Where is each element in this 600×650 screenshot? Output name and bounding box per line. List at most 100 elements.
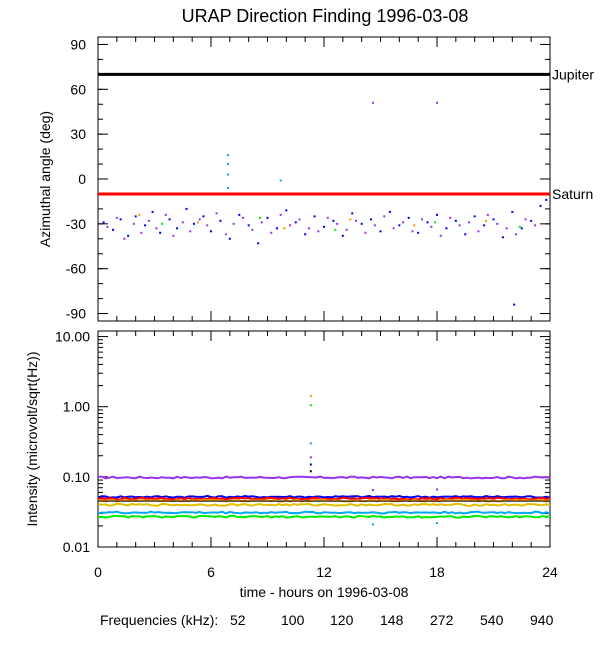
azimuth-point [484,219,487,222]
azimuth-point [379,230,382,233]
azimuth-point [483,224,486,227]
azimuth-point [345,228,348,231]
azimuth-panel: 90 60 30 0 -30 -60 -90 Jupiter Saturn [66,36,595,321]
azimuth-point [349,218,352,221]
azimuth-point [383,215,386,218]
azimuth-point [511,210,514,213]
azimuth-point [439,234,442,237]
azimuth-point [251,228,254,231]
azimuth-point [336,222,339,225]
azimuth-ytick-label: 30 [70,126,86,142]
azimuth-point [539,204,542,207]
azimuth-point [161,222,164,225]
azimuth-point [413,224,416,227]
azimuth-point [181,221,184,224]
azimuth-ytick-label: -90 [66,306,86,322]
azimuth-point [279,179,282,182]
azimuth-point [185,207,188,210]
time-xtick-label: 18 [429,564,445,580]
azimuth-point [518,225,521,228]
azimuth-point [226,154,229,157]
azimuth-ytick-label: 60 [70,81,86,97]
azimuth-point [477,230,480,233]
azimuth-point [392,227,395,230]
ref-label-saturn: Saturn [552,186,593,202]
legend-item-940: 940 [530,612,554,628]
azimuth-point [106,225,109,228]
time-xtick-label: 24 [542,564,558,580]
time-xtick-label: 12 [316,564,332,580]
azimuth-point [364,231,367,234]
azimuth-point [289,224,292,227]
azimuth-point [123,237,126,240]
intensity-ytick-label: 0.10 [63,469,90,485]
azimuth-point [445,227,448,230]
azimuth-point [138,213,141,216]
azimuth-point [513,303,516,306]
azimuth-point [473,215,476,218]
azimuth-point [132,222,135,225]
legend-item-120: 120 [330,612,354,628]
azimuth-point [238,213,241,216]
azimuth-point [155,227,158,230]
azimuth-point [285,209,288,212]
azimuth-point [206,224,209,227]
azimuth-point [398,224,401,227]
intensity-spike-point [436,488,438,491]
azimuth-point [436,101,438,104]
azimuth-point [247,224,250,227]
intensity-spike-point [371,488,374,491]
azimuth-point [210,230,212,233]
azimuth-point [134,215,137,218]
azimuth-point [226,163,229,166]
intensity-panel: 10.00 1.00 0.10 0.010 6 12 18 24 [55,329,558,580]
legend-item-540: 540 [480,612,504,628]
time-xlabel: time - hours on 1996-03-08 [240,584,409,600]
azimuth-point [279,213,282,216]
azimuth-ytick-label: -60 [66,261,86,277]
azimuth-point [388,210,391,213]
azimuth-point [298,218,301,221]
azimuth-point [370,218,373,221]
azimuth-point [449,216,452,219]
azimuth-point [341,234,344,237]
azimuth-point [294,221,297,224]
azimuth-point [464,233,467,236]
azimuth-point [228,237,231,240]
azimuth-point [198,218,201,221]
azimuth-point [147,219,150,222]
azimuth-point [530,219,533,222]
intensity-series-272 [97,510,551,515]
azimuth-point [417,231,420,234]
azimuth-point [468,221,471,224]
intensity-spike-point [309,395,312,398]
azimuth-point [144,224,147,227]
azimuth-point [332,219,335,222]
azimuth-point [266,216,269,219]
intensity-spike-point [309,404,312,407]
time-xtick-label: 0 [94,564,102,580]
azimuth-point [371,101,374,104]
intensity-series-148 [97,514,551,519]
azimuth-point [496,222,499,225]
azimuth-point [515,233,518,236]
azimuth-point [159,231,162,234]
azimuth-point [334,228,337,231]
azimuth-point [486,213,489,216]
azimuth-point [102,221,105,224]
azimuth-point [323,225,325,228]
azimuth-point [505,227,508,230]
intensity-ytick-label: 1.00 [63,399,90,415]
intensity-ylabel: Intensity (microvolt/sqrt(Hz)) [24,351,40,526]
azimuth-point [520,227,523,230]
azimuth-point [168,218,171,221]
azimuth-point [454,219,457,222]
azimuth-point [219,219,222,222]
azimuth-point [119,218,122,221]
azimuth-point [373,224,376,227]
azimuth-point [355,219,358,222]
time-xtick-label: 6 [207,564,215,580]
azimuth-point [524,218,527,221]
intensity-spike-point [309,470,312,473]
